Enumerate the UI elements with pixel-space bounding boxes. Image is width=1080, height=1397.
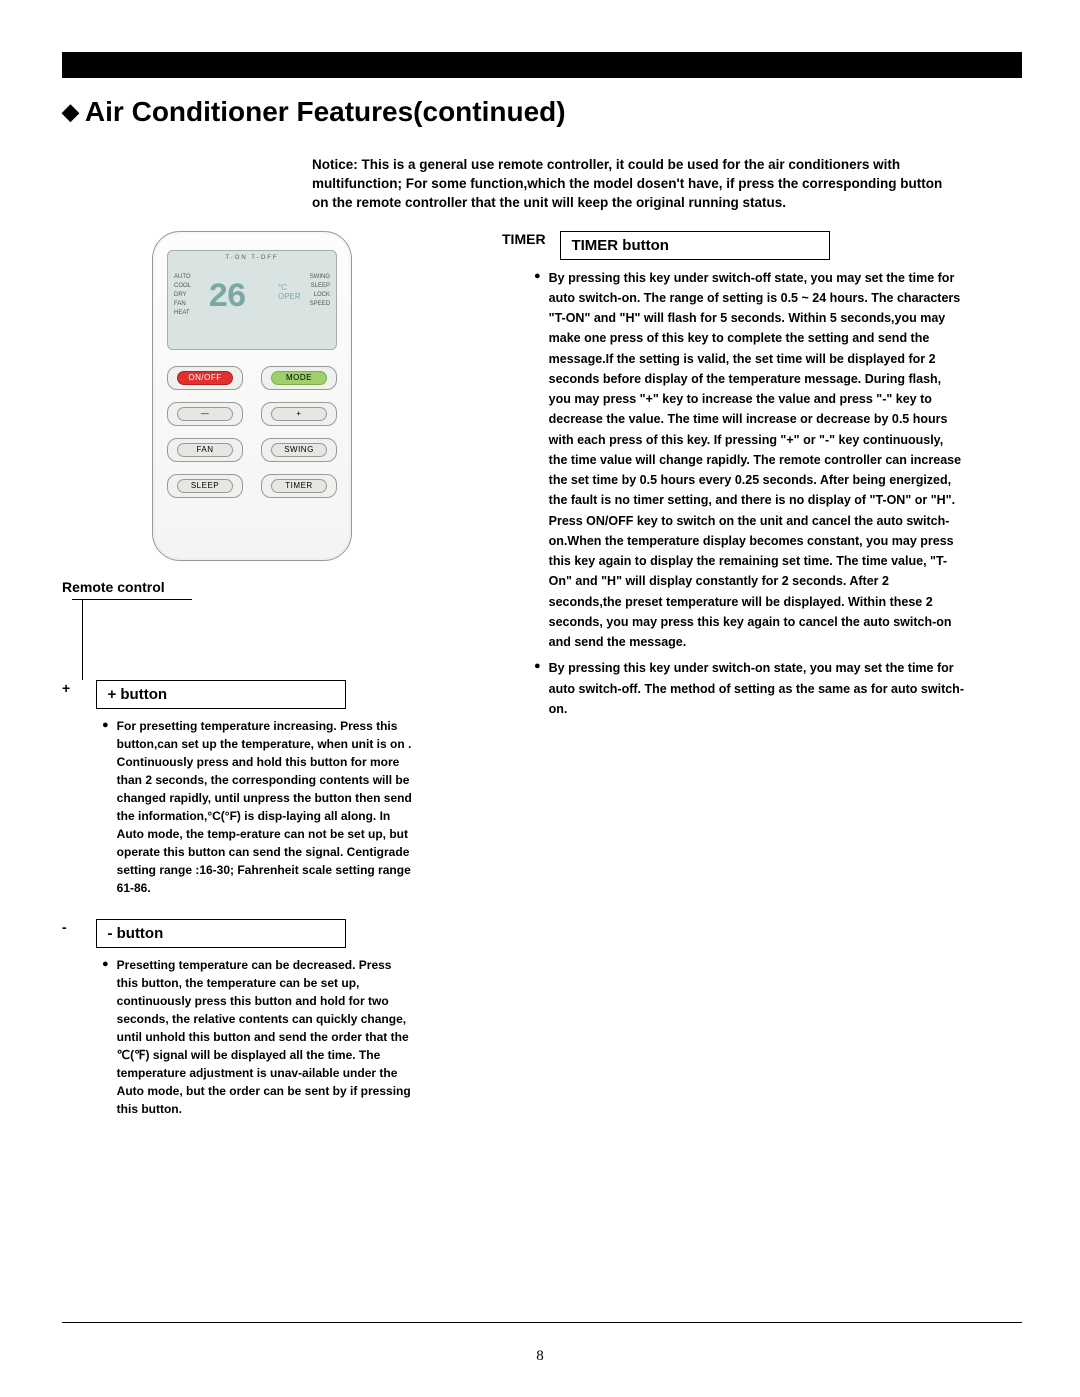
timer-body-2: By pressing this key under switch-on sta…: [549, 658, 964, 719]
remote-onoff-button: ON/OFF: [167, 366, 243, 390]
header-bar: [62, 52, 1022, 78]
minus-tag: -: [62, 919, 92, 935]
remote-plus-button: +: [261, 402, 337, 426]
lcd-top-labels: T-ON T-OFF: [168, 251, 336, 261]
lcd-temp: 26: [208, 279, 245, 317]
page-title: ◆ Air Conditioner Features(continued): [62, 96, 1022, 128]
minus-body: Press this button, the temperature can b…: [117, 958, 411, 1116]
timer-tag: TIMER: [502, 231, 556, 247]
bullet-icon: ●: [534, 658, 541, 719]
remote-timer-button: TIMER: [261, 474, 337, 498]
footer-rule: [62, 1322, 1022, 1323]
page-number: 8: [0, 1348, 1080, 1365]
remote-mode-button: MODE: [261, 366, 337, 390]
lcd-right-labels: SWING SLEEP LOCK SPEED: [310, 273, 330, 309]
lcd-left-modes: AUTO COOL DRY FAN HEAT: [174, 273, 191, 318]
timer-heading-box: TIMER button: [560, 231, 830, 260]
plus-body: Press this button,can set up the tempera…: [117, 719, 412, 895]
bullet-icon: ●: [534, 268, 541, 653]
bullet-icon: ●: [102, 717, 109, 897]
remote-fan-button: FAN: [167, 438, 243, 462]
page-title-text: Air Conditioner Features(continued): [85, 96, 566, 128]
remote-swing-button: SWING: [261, 438, 337, 462]
diamond-icon: ◆: [62, 101, 79, 123]
remote-illustration: T-ON T-OFF AUTO COOL DRY FAN HEAT SWING …: [152, 231, 352, 561]
remote-lcd: T-ON T-OFF AUTO COOL DRY FAN HEAT SWING …: [167, 250, 337, 350]
plus-tag: +: [62, 680, 92, 696]
plus-lead: For presetting temperature increasing.: [117, 719, 337, 733]
lcd-unit: °C OPER: [278, 283, 301, 301]
minus-description: Presetting temperature can be decreased.…: [117, 956, 412, 1118]
plus-heading-box: + button: [96, 680, 346, 709]
remote-sleep-button: SLEEP: [167, 474, 243, 498]
remote-minus-button: —: [167, 402, 243, 426]
notice-text: Notice: This is a general use remote con…: [312, 156, 952, 213]
timer-body-1: By pressing this key under switch-off st…: [549, 268, 964, 653]
remote-control-label: Remote control: [62, 579, 432, 595]
bullet-icon: ●: [102, 956, 109, 1118]
callout-line: [82, 600, 432, 680]
minus-heading-box: - button: [96, 919, 346, 948]
plus-description: For presetting temperature increasing. P…: [117, 717, 412, 897]
minus-lead: Presetting temperature can be decreased.: [117, 958, 356, 972]
